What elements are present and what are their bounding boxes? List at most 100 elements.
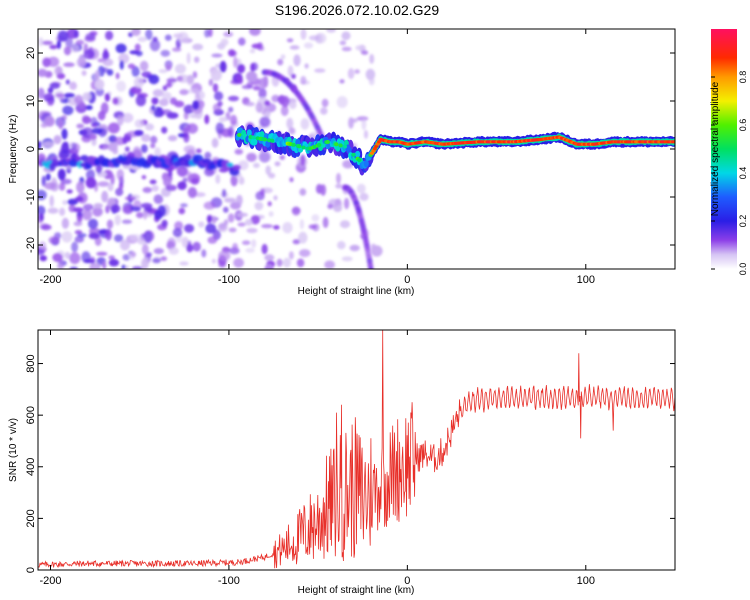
spectrogram-blob — [90, 116, 98, 127]
spectrogram-blob — [324, 260, 335, 269]
spectrogram-blob — [195, 148, 202, 154]
spectrogram-blob — [59, 207, 66, 216]
spectrogram-blob — [154, 147, 161, 158]
spectrogram-blob — [182, 177, 188, 183]
spectrogram-blob — [233, 56, 238, 69]
spectrogram-blob — [223, 31, 234, 38]
spectrogram-blob — [122, 253, 131, 261]
spectrogram-blob — [210, 69, 222, 82]
spectrogram-blob — [249, 48, 256, 54]
spectrogram-low-band-blob — [183, 154, 192, 162]
spectrogram-blob — [228, 95, 239, 102]
spectrogram-blob — [153, 248, 164, 255]
spectrogram-blob — [63, 46, 72, 56]
spectrogram-blob — [177, 31, 189, 44]
spectrogram-blob — [142, 187, 153, 193]
snr-y-tick-label: 400 — [25, 458, 37, 476]
spectrogram-blob — [339, 220, 351, 229]
spectrogram-blob — [343, 197, 350, 210]
spectrogram-blob — [212, 215, 217, 224]
spectrogram-blob — [82, 209, 93, 221]
spectrogram-blob — [250, 62, 259, 71]
spectrogram-blob — [224, 197, 236, 203]
spectrogram-blob — [204, 151, 212, 160]
spectrogram-blob — [282, 222, 293, 234]
spectrogram-blob — [85, 105, 93, 111]
spectrogram-blob — [232, 242, 239, 252]
spectrogram-blob — [95, 163, 103, 174]
spectrogram-low-band-blob — [158, 157, 165, 162]
spectrogram-blob — [38, 37, 44, 47]
spectrogram-blob — [208, 78, 214, 87]
spectrogram-blob — [321, 98, 329, 108]
spectrogram-blob — [326, 29, 336, 33]
spectrogram-blob — [356, 116, 369, 121]
spectrogram-blob — [176, 75, 183, 82]
snr-x-label: Height of straight line (km) — [298, 585, 415, 596]
spectrogram-blob — [176, 165, 188, 177]
spectrogram-ridge-mid — [295, 138, 301, 146]
spectrogram-blob — [129, 234, 142, 241]
spectrogram-y-ticks: -20 -10 0 10 20 — [25, 47, 675, 253]
colorbar-tick-label: 0.0 — [738, 263, 748, 276]
spectrogram-blob — [143, 230, 153, 243]
spectrogram-blob — [141, 244, 149, 255]
spectrogram-blob — [134, 129, 144, 137]
spectrogram-blob — [258, 87, 267, 100]
spectrogram-blob — [150, 135, 158, 144]
spectrogram-blob — [113, 136, 126, 146]
spectrogram-blob — [42, 57, 51, 68]
spectrogram-blob — [183, 132, 190, 143]
spectrogram-blob — [131, 29, 141, 37]
spectrogram-blob — [286, 117, 294, 130]
spectrogram-blob — [53, 135, 62, 145]
spectrogram-low-band-blob — [75, 156, 81, 162]
spectrogram-ridge-core — [297, 144, 302, 149]
spectrogram-blob — [65, 37, 73, 49]
spectrogram-blob — [354, 69, 360, 74]
spectrogram-blob — [289, 100, 297, 110]
spectrogram-x-tick-label: 100 — [577, 274, 595, 286]
snr-x-tick-label: -200 — [39, 575, 61, 587]
spectrogram-blob — [287, 65, 294, 77]
spectrogram-blob — [134, 119, 145, 128]
spectrogram-blob — [189, 113, 201, 119]
spectrogram-blob — [152, 258, 161, 264]
snr-series-line — [38, 330, 675, 569]
spectrogram-blob — [66, 189, 73, 194]
spectrogram-blob — [153, 108, 164, 118]
spectrogram-blob — [245, 101, 255, 107]
spectrogram-blob — [341, 256, 353, 262]
spectrogram-blob — [179, 89, 189, 96]
spectrogram-blob — [149, 39, 161, 52]
spectrogram-blob — [178, 207, 186, 215]
spectrogram-blob — [230, 114, 238, 126]
spectrogram-blob — [234, 148, 244, 155]
spectrogram-y-tick-label: -10 — [25, 189, 37, 205]
spectrogram-blob — [107, 122, 120, 134]
spectrogram-blob — [277, 58, 284, 66]
spectrogram-blob — [320, 107, 328, 115]
spectrogram-y-label: Frequency (Hz) — [8, 115, 19, 184]
spectrogram-blob — [238, 160, 249, 171]
spectrogram-blob — [141, 257, 149, 269]
spectrogram-low-band-blob — [80, 155, 89, 162]
spectrogram-blob — [300, 29, 307, 40]
spectrogram-ridge-core — [237, 132, 242, 137]
spectrogram-blob — [38, 87, 45, 99]
spectrogram-blob — [181, 236, 189, 248]
spectrogram-blob — [174, 100, 185, 108]
spectrogram-blob — [58, 149, 71, 159]
spectrogram-blob — [122, 205, 134, 215]
spectrogram-blob — [355, 45, 366, 51]
spectrogram-blob — [215, 122, 225, 135]
spectrogram-blob — [154, 210, 163, 220]
spectrogram-blob — [166, 112, 179, 119]
spectrogram-blob — [303, 42, 314, 49]
snr-y-tick-label: 600 — [25, 406, 37, 424]
spectrogram-blob — [267, 201, 272, 207]
spectrogram-blob — [38, 68, 48, 77]
spectrogram-blob — [296, 258, 305, 268]
spectrogram-blob — [89, 133, 97, 140]
